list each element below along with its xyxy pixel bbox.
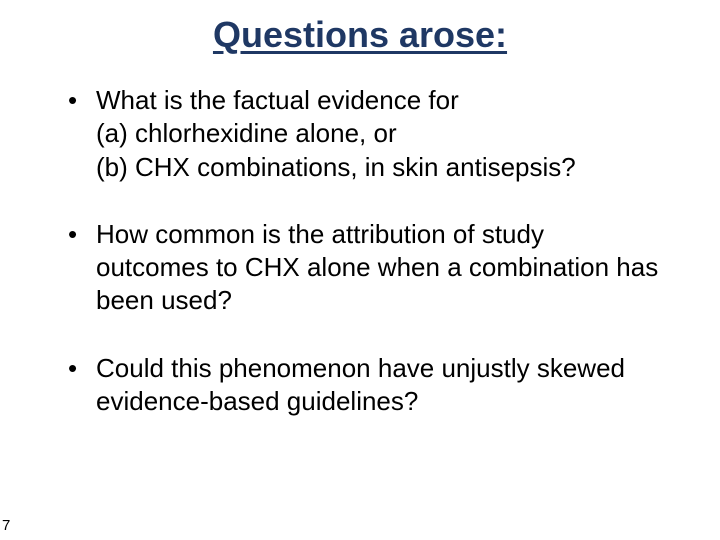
bullet-text: How common is the attribution of study o… bbox=[96, 219, 658, 316]
bullet-item: What is the factual evidence for (a) chl… bbox=[60, 84, 660, 184]
slide-title: Questions arose: bbox=[0, 0, 720, 56]
bullet-item: Could this phenomenon have unjustly skew… bbox=[60, 352, 660, 419]
bullet-text: Could this phenomenon have unjustly skew… bbox=[96, 353, 625, 416]
slide-body: What is the factual evidence for (a) chl… bbox=[0, 56, 720, 418]
bullet-text: (b) CHX combinations, in skin antisepsis… bbox=[96, 151, 660, 184]
page-number: 7 bbox=[2, 517, 10, 534]
slide: Questions arose: What is the factual evi… bbox=[0, 0, 720, 540]
bullet-text: What is the factual evidence for bbox=[96, 84, 660, 117]
bullet-item: How common is the attribution of study o… bbox=[60, 218, 660, 318]
bullet-list: What is the factual evidence for (a) chl… bbox=[60, 84, 660, 418]
bullet-text: (a) chlorhexidine alone, or bbox=[96, 117, 660, 150]
